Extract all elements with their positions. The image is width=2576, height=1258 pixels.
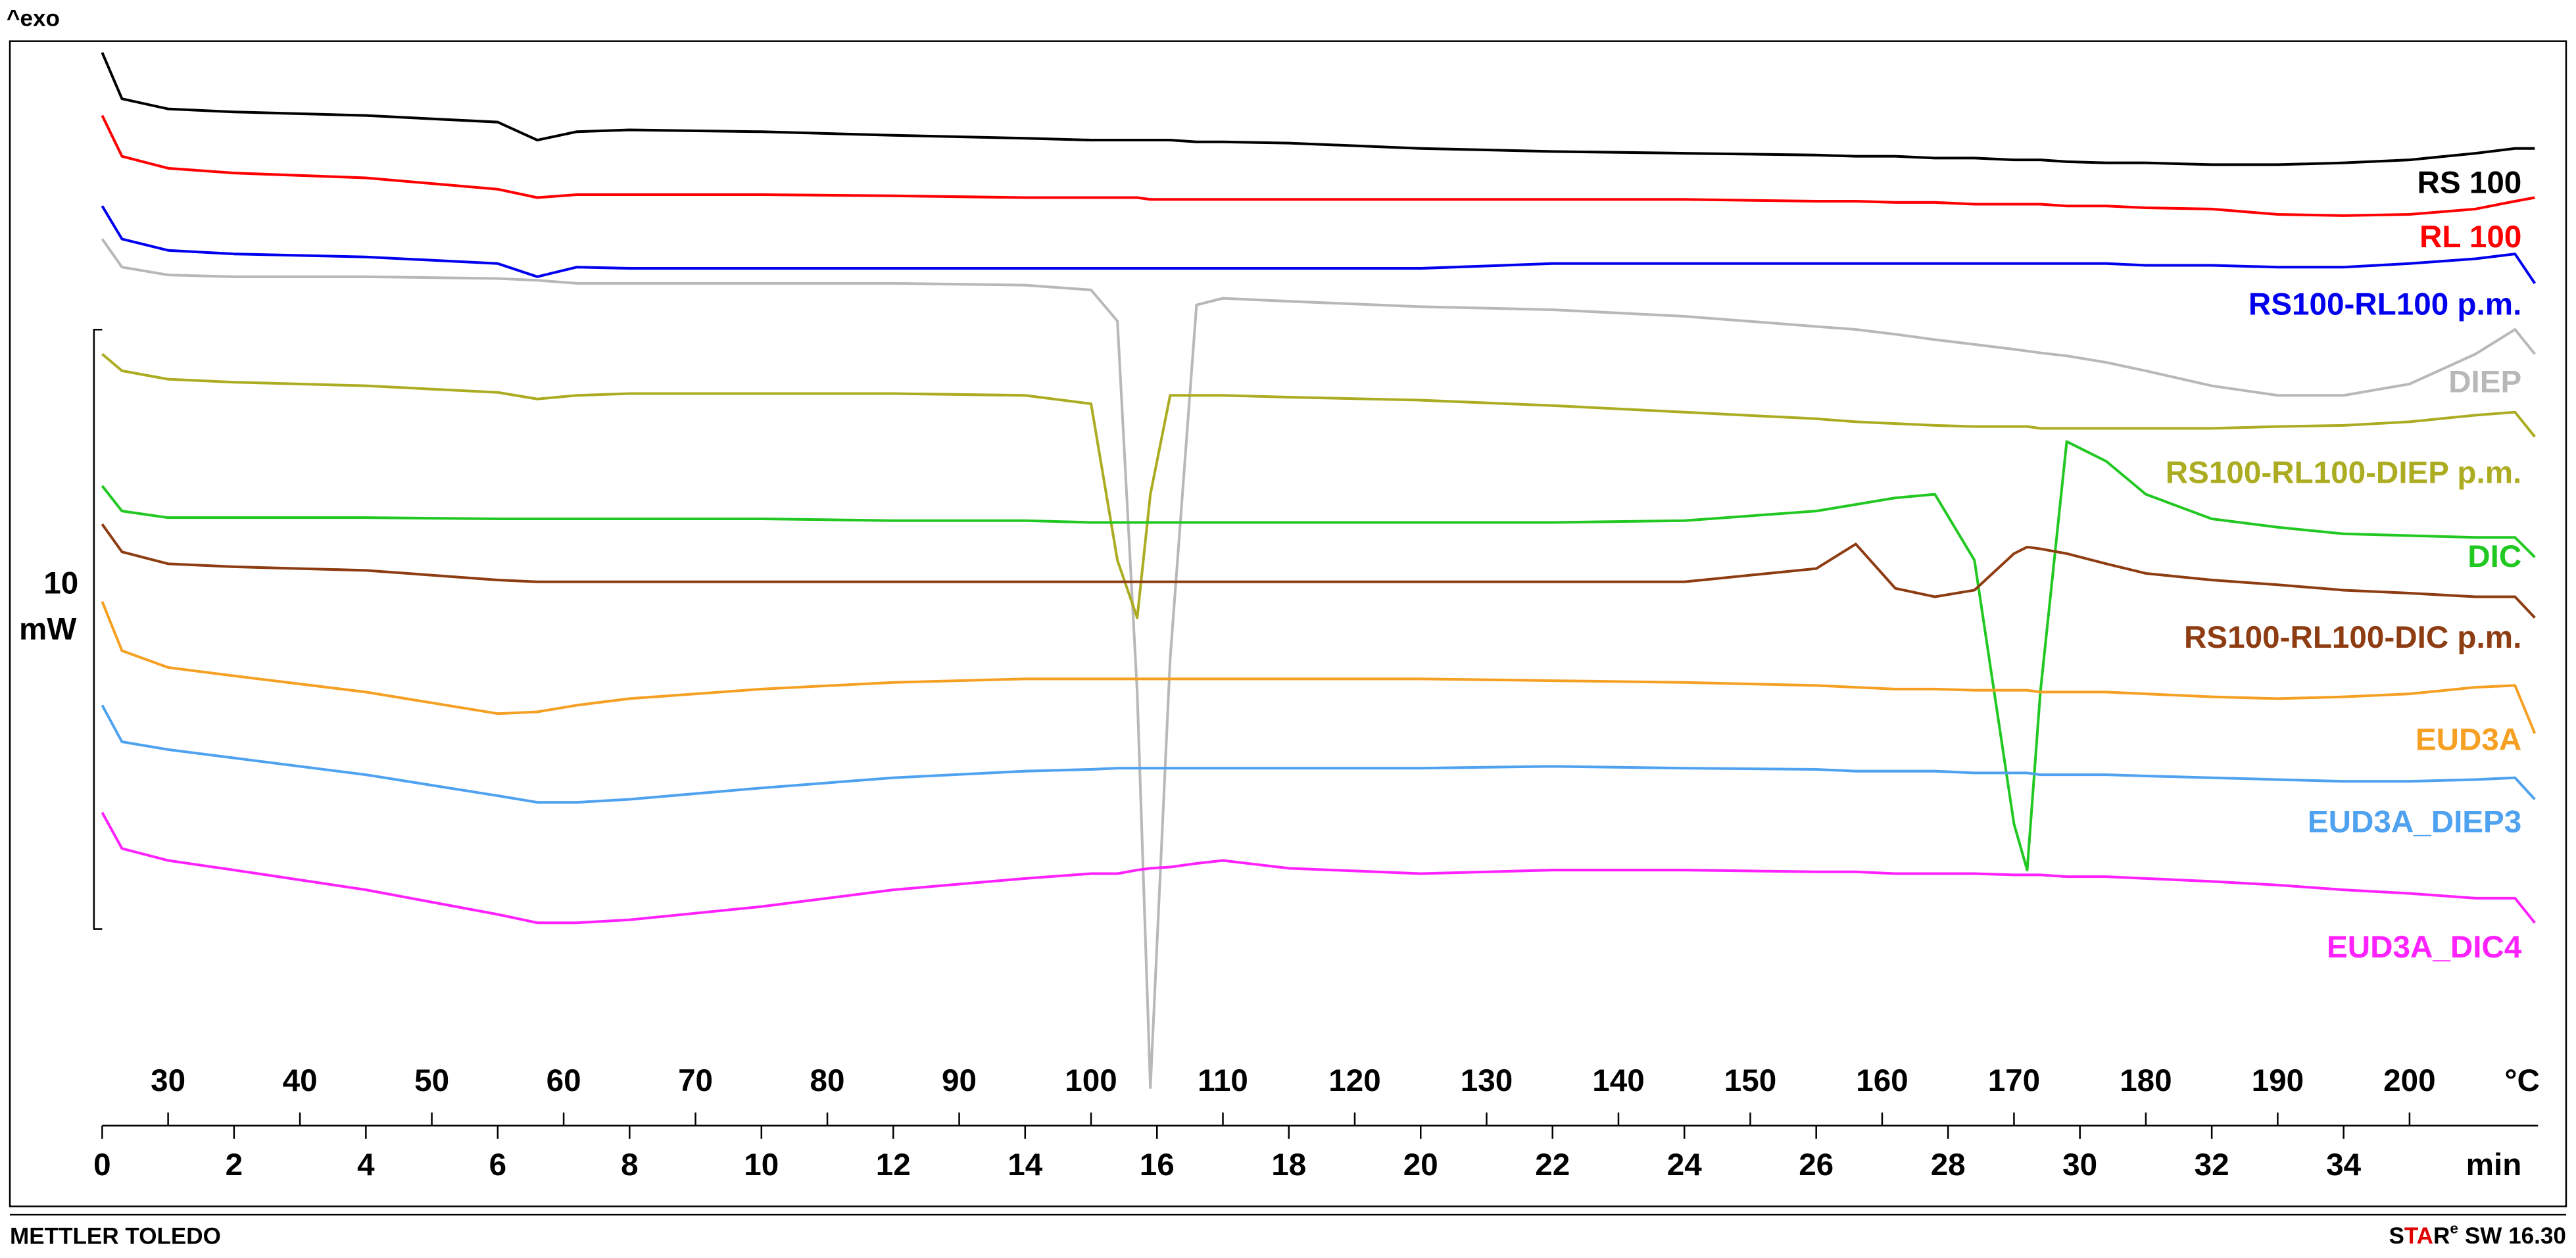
x2-tick-label: 60 bbox=[547, 1063, 581, 1098]
x-tick-label: 26 bbox=[1799, 1148, 1834, 1182]
brand-superscript: e bbox=[2450, 1221, 2458, 1237]
thermogram-curve bbox=[101, 238, 2536, 1089]
x-tick-label: 8 bbox=[621, 1148, 638, 1182]
x-tick-label: 14 bbox=[1008, 1148, 1042, 1182]
curve-label: RS100-RL100 p.m. bbox=[2248, 287, 2521, 322]
software-version: SW 16.30 bbox=[2465, 1223, 2566, 1249]
x-tick-label: 4 bbox=[357, 1148, 375, 1182]
x2-axis-unit: °C bbox=[2504, 1063, 2539, 1098]
x-tick-label: 0 bbox=[93, 1148, 110, 1182]
thermogram-curve bbox=[101, 352, 2536, 619]
frame bbox=[9, 40, 2567, 1207]
x2-tick-label: 170 bbox=[1988, 1063, 2040, 1098]
curve-label: EUD3A bbox=[2416, 722, 2521, 757]
x-tick-label: 22 bbox=[1535, 1148, 1570, 1182]
x-tick-label: 34 bbox=[2326, 1148, 2361, 1182]
brand-part: R bbox=[2433, 1223, 2450, 1249]
exo-label: ^exo bbox=[7, 5, 60, 31]
x2-tick-label: 50 bbox=[414, 1063, 449, 1098]
footer-right: STARe SW 16.30 bbox=[2389, 1221, 2566, 1249]
x-axis-unit: min bbox=[2466, 1148, 2522, 1182]
curve-label: DIEP bbox=[2448, 365, 2521, 400]
x2-tick-label: 200 bbox=[2383, 1063, 2435, 1098]
curve-label: RS100-RL100-DIEP p.m. bbox=[2166, 455, 2522, 490]
thermogram-curve bbox=[101, 523, 2536, 619]
x-tick-label: 30 bbox=[2062, 1148, 2097, 1182]
x2-tick-label: 100 bbox=[1065, 1063, 1117, 1098]
x2-tick-label: 110 bbox=[1198, 1063, 1248, 1098]
x2-tick-label: 120 bbox=[1328, 1063, 1380, 1098]
thermogram-curve bbox=[101, 52, 2535, 166]
curve-label: RL 100 bbox=[2419, 220, 2521, 254]
x-tick-label: 12 bbox=[876, 1148, 911, 1182]
x2-tick-label: 130 bbox=[1461, 1063, 1513, 1098]
x2-tick-label: 140 bbox=[1592, 1063, 1644, 1098]
thermogram-curve bbox=[101, 601, 2537, 735]
x2-tick-label: 80 bbox=[810, 1063, 845, 1098]
scale-bar bbox=[93, 328, 103, 930]
thermogram-curve bbox=[101, 440, 2536, 872]
x2-tick-label: 90 bbox=[942, 1063, 977, 1098]
x2-tick-label: 70 bbox=[678, 1063, 713, 1098]
scale-bar-value: 10 bbox=[43, 566, 78, 600]
x2-tick-label: 30 bbox=[151, 1063, 185, 1098]
brand-part: S bbox=[2389, 1223, 2404, 1249]
x2-tick-label: 180 bbox=[2120, 1063, 2172, 1098]
curve-label: RS100-RL100-DIC p.m. bbox=[2184, 620, 2521, 655]
x-tick-label: 16 bbox=[1140, 1148, 1175, 1182]
x2-tick-label: 160 bbox=[1856, 1063, 1908, 1098]
curve-label: RS 100 bbox=[2417, 165, 2521, 200]
x-tick-label: 32 bbox=[2195, 1148, 2229, 1182]
scale-bar-unit: mW bbox=[19, 612, 76, 646]
x2-tick-label: 40 bbox=[283, 1063, 318, 1098]
brand-part: TA bbox=[2404, 1223, 2433, 1249]
x-tick-label: 6 bbox=[489, 1148, 506, 1182]
thermogram-curve bbox=[101, 205, 2537, 284]
x-tick-label: 18 bbox=[1271, 1148, 1306, 1182]
curve-label: EUD3A_DIC4 bbox=[2327, 930, 2522, 965]
curve-label: DIC bbox=[2467, 539, 2521, 574]
x-tick-label: 20 bbox=[1403, 1148, 1438, 1182]
thermogram-curve bbox=[101, 114, 2535, 217]
x2-tick-label: 190 bbox=[2252, 1063, 2304, 1098]
x-tick-label: 28 bbox=[1931, 1148, 1966, 1182]
x-tick-label: 2 bbox=[226, 1148, 243, 1182]
x-tick-label: 10 bbox=[744, 1148, 779, 1182]
curve-label: EUD3A_DIEP3 bbox=[2308, 805, 2521, 840]
thermogram-curve bbox=[101, 811, 2536, 925]
x-tick-label: 24 bbox=[1667, 1148, 1702, 1182]
thermogram-curve bbox=[101, 704, 2536, 804]
x2-tick-label: 150 bbox=[1724, 1063, 1776, 1098]
footer-left: METTLER TOLEDO bbox=[10, 1223, 221, 1249]
